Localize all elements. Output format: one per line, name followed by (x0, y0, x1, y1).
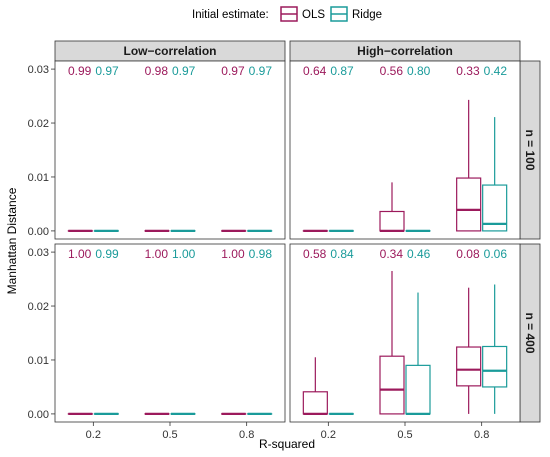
annotation-ridge: 0.87 (330, 64, 354, 78)
annotation-ridge: 0.80 (407, 64, 431, 78)
box-ridge (405, 364, 431, 415)
x-tick-label: 0.2 (321, 429, 336, 441)
annotation-ols: 0.97 (221, 64, 245, 78)
annotation-ols: 0.99 (68, 64, 92, 78)
annotation-ols: 0.08 (456, 247, 480, 261)
y-tick-label: 0.02 (28, 301, 49, 313)
box-ols (456, 177, 482, 232)
y-axis-title: Manhattan Distance (5, 187, 19, 294)
x-tick-label: 0.2 (86, 429, 101, 441)
box-ols (379, 210, 405, 232)
panel-background (54, 243, 286, 423)
x-axis-title: R-squared (259, 437, 315, 451)
annotation-ols: 1.00 (145, 247, 169, 261)
strip-n100-label: n = 100 (523, 129, 537, 170)
annotation-ridge: 0.98 (249, 247, 273, 261)
panel-background (289, 60, 521, 240)
annotation-ridge: 0.84 (330, 247, 354, 261)
annotation-ridge: 0.42 (484, 64, 508, 78)
panel-3: 0.2 0.5 0.8 0.58 0.84 0.34 0.46 0.08 0.06 (289, 243, 521, 441)
annotation-ridge: 0.99 (95, 247, 119, 261)
x-tick-label: 0.5 (162, 429, 177, 441)
panel-0: 0.000.010.020.03 0.99 0.97 0.98 0.97 0.97 0.97 (28, 60, 286, 240)
annotation-ols: 0.33 (456, 64, 480, 78)
y-tick-label: 0.01 (28, 172, 49, 184)
annotation-ols: 1.00 (68, 247, 92, 261)
legend-label-ols: OLS (302, 9, 325, 21)
box-ridge (482, 345, 508, 388)
annotation-ridge: 0.06 (484, 247, 508, 261)
x-tick-label: 0.8 (474, 429, 489, 441)
panel-2: 0.000.010.020.030.2 0.5 0.81.00 0.99 1.00 1.0… (28, 243, 286, 441)
y-tick-label: 0.00 (28, 409, 49, 421)
legend: Initial estimate: OLS Ridge (192, 6, 382, 22)
annotation-ols: 0.64 (303, 64, 327, 78)
strip-low-correlation-label: Low−correlation (123, 44, 216, 58)
legend-label-ridge: Ridge (352, 9, 382, 21)
annotation-ols: 0.56 (380, 64, 404, 78)
annotation-ols: 0.58 (303, 247, 327, 261)
x-tick-label: 0.5 (397, 429, 412, 441)
annotation-ols: 0.34 (380, 247, 404, 261)
x-tick-label: 0.8 (239, 429, 254, 441)
legend-title: Initial estimate: (192, 9, 269, 21)
box-ols (456, 346, 482, 387)
panel-background (289, 243, 521, 423)
y-tick-label: 0.03 (28, 247, 49, 259)
y-tick-label: 0.00 (28, 226, 49, 238)
y-tick-label: 0.01 (28, 355, 49, 367)
box-ols (302, 391, 328, 415)
panels: 0.000.010.020.03 0.99 0.97 0.98 0.97 0.97 0.97… (28, 60, 521, 441)
strip-n400-label: n = 400 (523, 312, 537, 353)
strip-high-correlation-label: High−correlation (357, 44, 453, 58)
y-tick-label: 0.03 (28, 64, 49, 76)
panel-background (54, 60, 286, 240)
panel-1: 0.64 0.87 0.56 0.80 0.33 0.42 (289, 60, 521, 240)
annotation-ridge: 0.97 (249, 64, 273, 78)
annotation-ols: 0.98 (145, 64, 169, 78)
annotation-ridge: 0.97 (172, 64, 196, 78)
y-tick-label: 0.02 (28, 118, 49, 130)
annotation-ridge: 1.00 (172, 247, 196, 261)
box-ols (379, 355, 405, 415)
annotation-ridge: 0.46 (407, 247, 431, 261)
annotation-ols: 1.00 (221, 247, 245, 261)
annotation-ridge: 0.97 (95, 64, 119, 78)
